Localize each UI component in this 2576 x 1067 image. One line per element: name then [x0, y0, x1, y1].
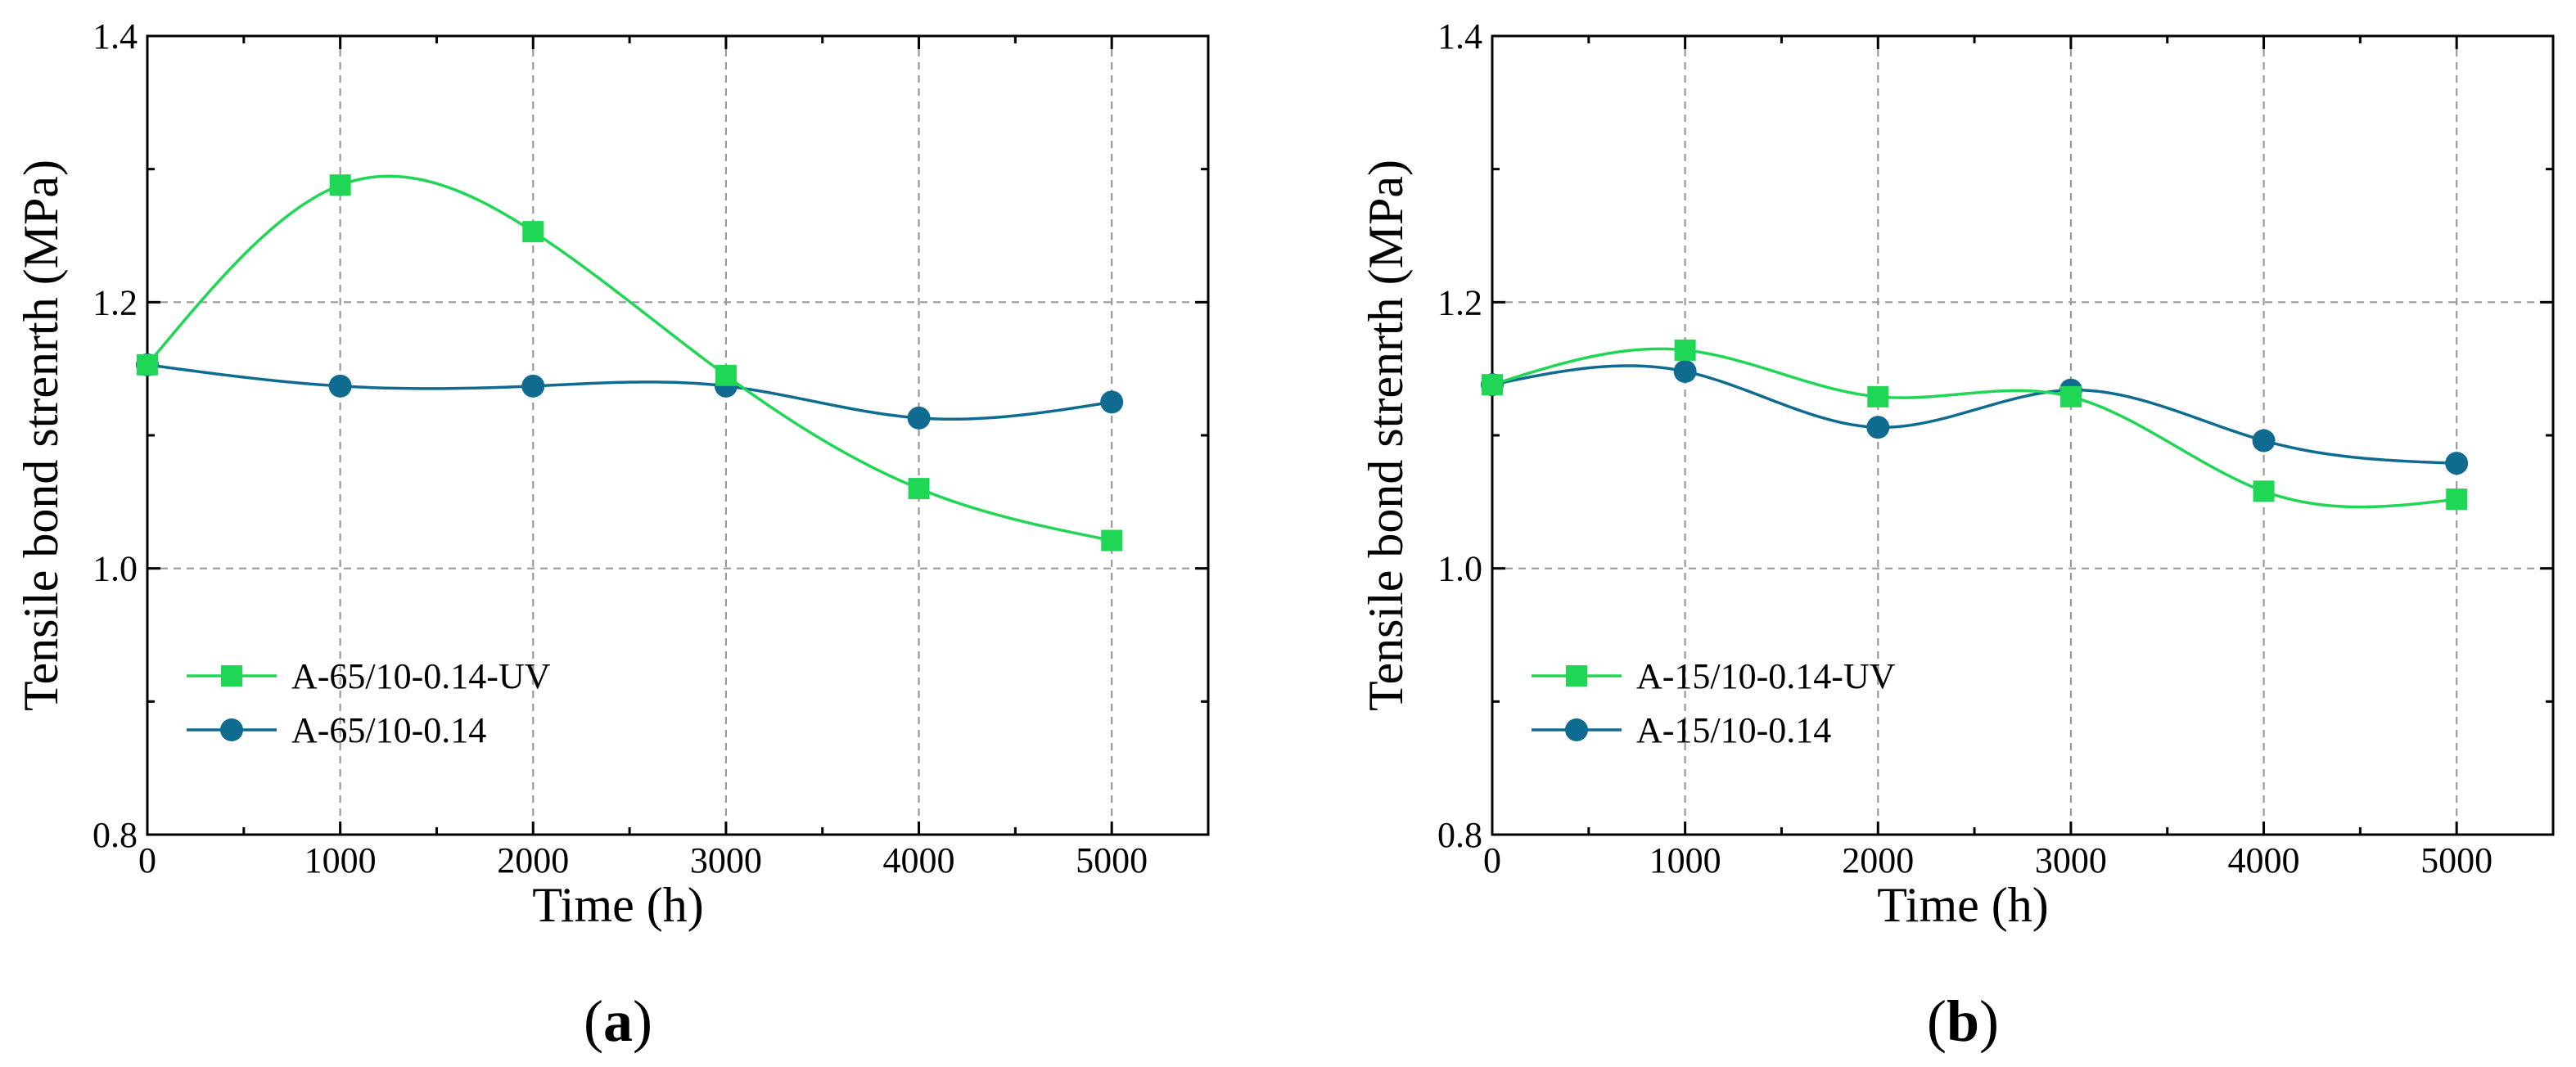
legend-item: A-65/10-0.14-UV [187, 656, 551, 696]
series-line-A-65/10-0.14 [147, 363, 1112, 421]
data-point-A-15/10-0.14-UV [1867, 385, 1889, 407]
y-tick-label: 1.0 [1437, 549, 1482, 589]
legend-label: A-15/10-0.14-UV [1636, 656, 1896, 696]
data-point-A-65/10-0.14-UV [329, 174, 351, 196]
data-point-A-65/10-0.14-UV [522, 221, 544, 243]
y-tick-label: 1.2 [92, 282, 138, 322]
y-tick-label: 1.4 [1437, 16, 1482, 56]
x-tick-label: 2000 [1842, 840, 1914, 880]
y-tick-label: 1.2 [1437, 282, 1482, 322]
data-point-A-15/10-0.14-UV [2253, 480, 2275, 502]
x-tick-label: 1000 [1649, 840, 1721, 880]
series-line-A-15/10-0.14-UV [1491, 347, 2457, 509]
legend-marker-circle [1565, 718, 1588, 741]
data-point-A-15/10-0.14-UV [2059, 385, 2082, 407]
data-point-A-15/10-0.14-UV [1482, 374, 1503, 396]
panel-label: (a) [584, 988, 652, 1054]
x-tick-label: 0 [1483, 840, 1501, 880]
x-tick-label: 4000 [2228, 840, 2300, 880]
data-point-A-15/10-0.14 [1673, 359, 1697, 383]
data-point-A-65/10-0.14-UV [137, 353, 158, 376]
legend-marker-square [1566, 665, 1587, 687]
x-tick-label: 4000 [883, 840, 955, 880]
y-tick-label: 1.4 [92, 16, 138, 56]
x-tick-label: 5000 [2420, 840, 2493, 880]
y-tick-label: 0.8 [92, 815, 138, 855]
y-axis-title: Tensile bond strenrth (MPa) [1359, 160, 1413, 711]
data-point-A-65/10-0.14-UV [1101, 529, 1123, 552]
series-line-A-65/10-0.14-UV [146, 174, 1112, 543]
y-axis-title: Tensile bond strenrth (MPa) [14, 160, 68, 711]
x-tick-label: 3000 [690, 840, 762, 880]
chart-panel-b: 0 1000 2000 3000 4000 5000 0.8 1.0 1.2 1.4 Time (h… [1359, 16, 2555, 1054]
legend-label: A-65/10-0.14-UV [291, 656, 551, 696]
data-point-A-15/10-0.14 [1866, 416, 1890, 439]
legend-item: A-15/10-0.14-UV [1532, 656, 1896, 696]
panel-label: (b) [1927, 988, 1999, 1054]
data-point-A-65/10-0.14 [1100, 390, 1124, 414]
y-tick-label: 1.0 [92, 549, 138, 589]
chart-panel-a: 0 1000 2000 3000 4000 5000 0.8 1.0 1.2 1.4 Time (h… [14, 16, 1210, 1054]
x-tick-label: 0 [138, 840, 156, 880]
data-point-A-65/10-0.14 [907, 406, 931, 430]
data-point-A-15/10-0.14-UV [2446, 488, 2468, 511]
data-point-A-65/10-0.14 [521, 374, 545, 398]
legend-item: A-15/10-0.14 [1532, 710, 1831, 750]
legend-label: A-65/10-0.14 [291, 710, 486, 750]
y-tick-label: 0.8 [1437, 815, 1482, 855]
legend-marker-circle [220, 718, 243, 741]
x-axis-title: Time (h) [1877, 878, 2048, 932]
x-tick-label: 2000 [497, 840, 569, 880]
series-line-A-15/10-0.14 [1491, 364, 2457, 465]
data-point-A-15/10-0.14-UV [1674, 339, 1696, 361]
x-tick-label: 1000 [305, 840, 377, 880]
legend-item: A-65/10-0.14 [187, 710, 486, 750]
data-point-A-15/10-0.14 [2445, 452, 2469, 475]
legend-marker-square [221, 665, 242, 687]
x-tick-label: 5000 [1076, 840, 1148, 880]
data-point-A-65/10-0.14 [328, 374, 352, 398]
data-point-A-65/10-0.14-UV [908, 478, 930, 500]
x-axis-title: Time (h) [532, 878, 703, 932]
legend-label: A-15/10-0.14 [1636, 710, 1831, 750]
data-point-A-15/10-0.14 [2252, 429, 2276, 452]
data-point-A-65/10-0.14-UV [715, 364, 737, 386]
x-tick-label: 3000 [2035, 840, 2107, 880]
